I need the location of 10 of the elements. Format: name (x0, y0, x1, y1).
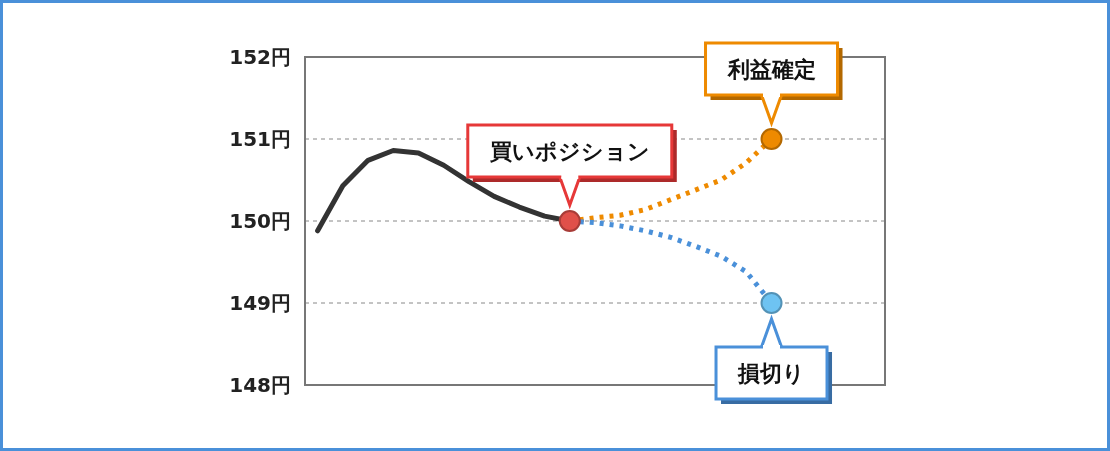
y-tick-label: 152円 (229, 45, 291, 69)
y-tick-label: 149円 (229, 291, 291, 315)
y-tick-label: 148円 (229, 373, 291, 397)
annotation: 買いポジション (488, 139, 650, 164)
y-tick-label: 150円 (229, 209, 291, 233)
point (760, 292, 783, 314)
annotation: 損切り (737, 361, 806, 386)
point (760, 128, 783, 150)
annotation: 利益確定 (726, 57, 816, 82)
y-tick-label: 151円 (229, 127, 291, 151)
